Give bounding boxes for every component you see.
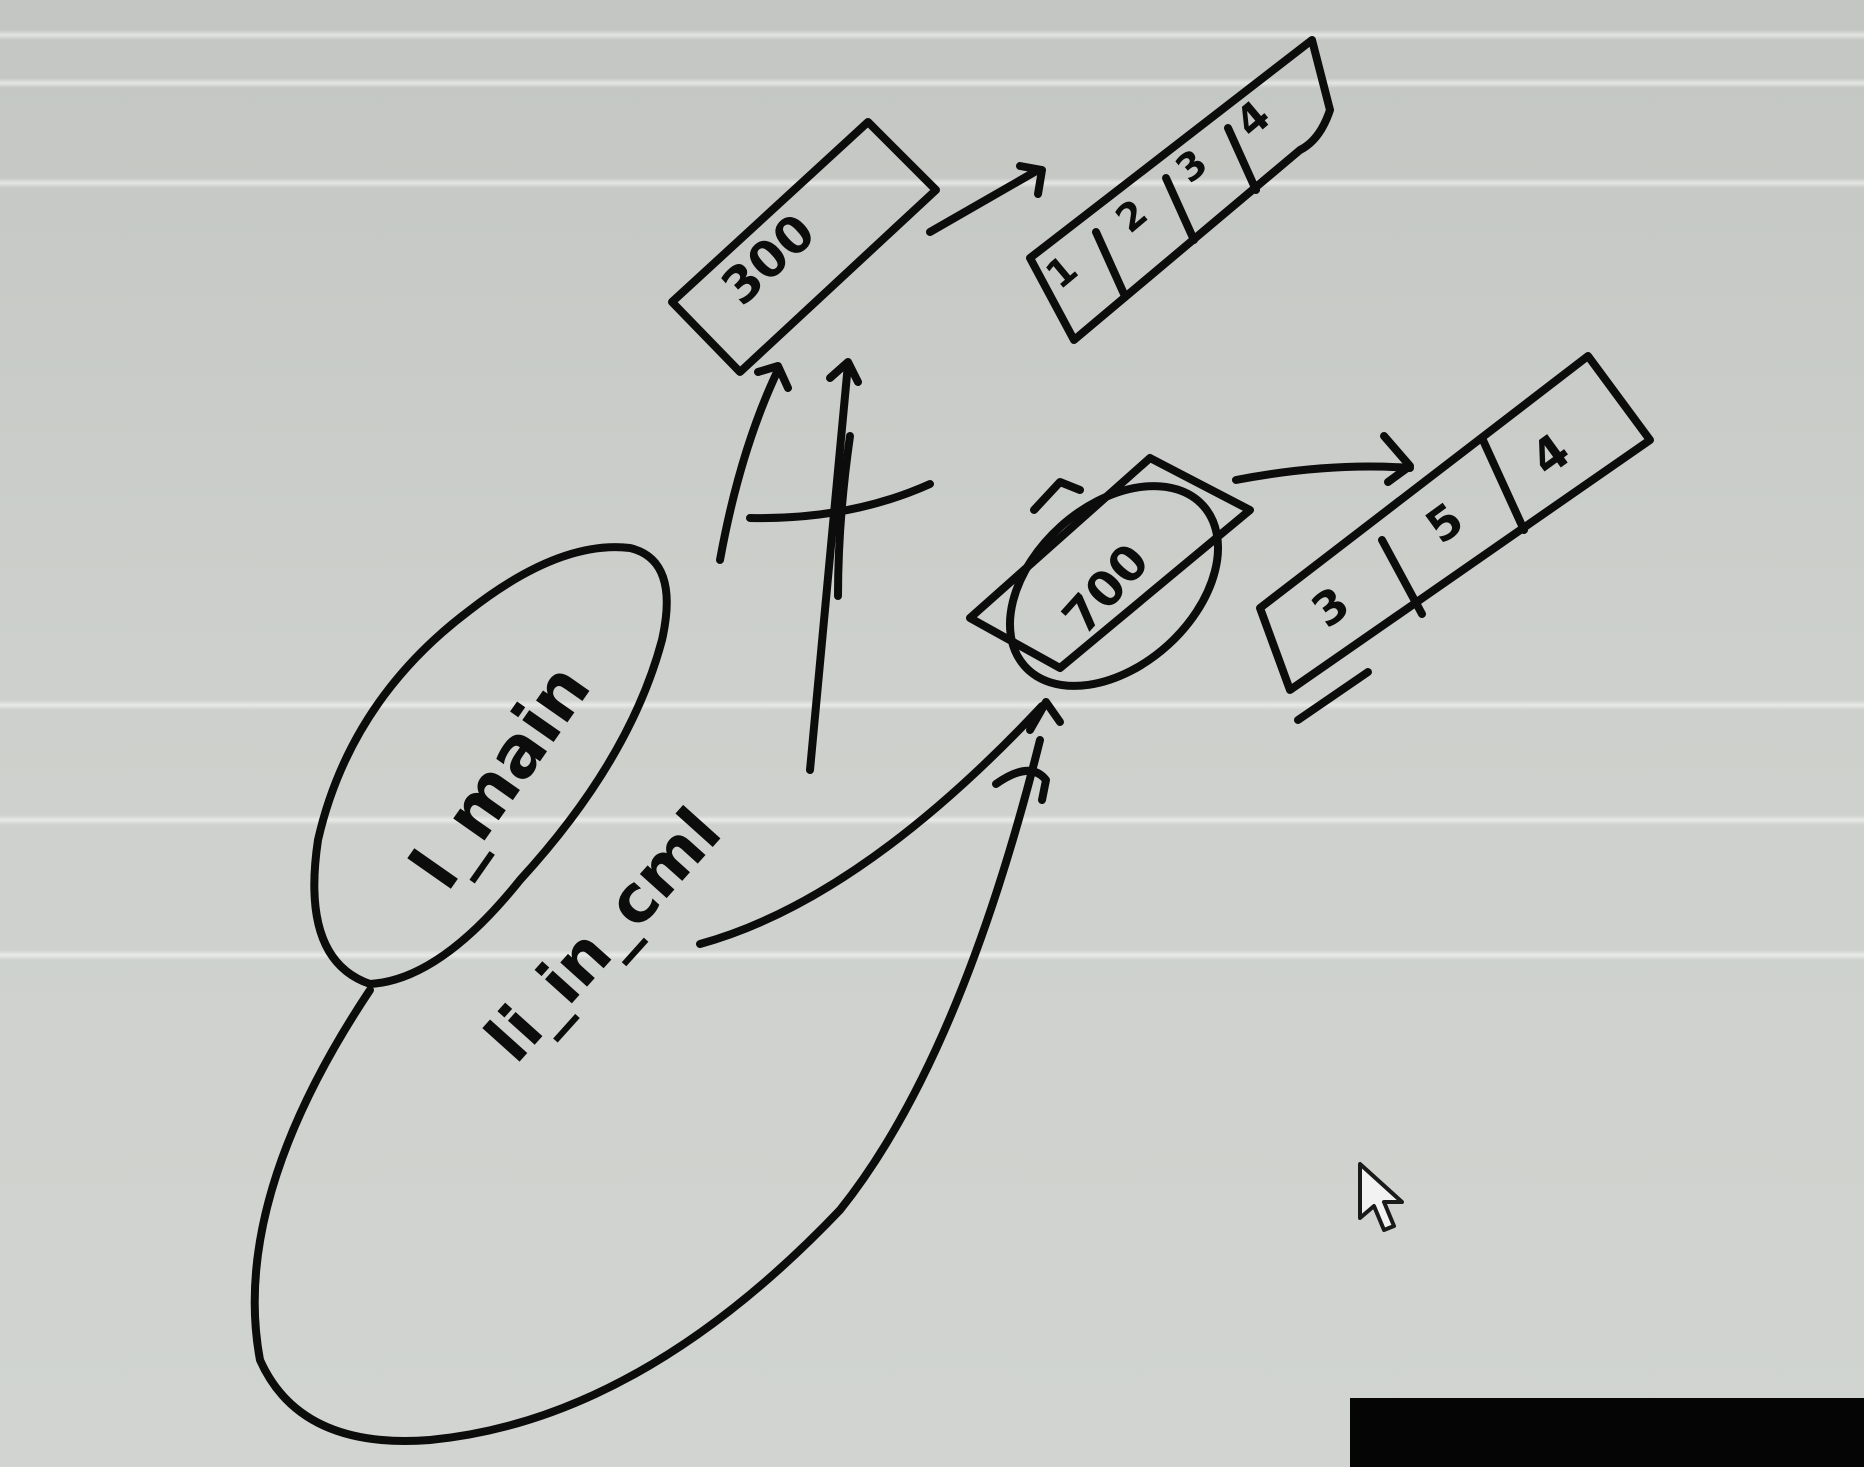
- variable-label-l-main: l_main: [394, 649, 606, 903]
- arrow-head-loop: [992, 767, 1050, 804]
- mouse-cursor-icon: [1358, 1162, 1404, 1232]
- address-box-300: 300: [668, 118, 940, 376]
- list-box-top: 1 2 3 4: [1026, 36, 1334, 344]
- variable-label-li-in-cml: li_in_cml: [470, 793, 736, 1076]
- list-underline: [1294, 668, 1372, 724]
- list-divider: [1092, 228, 1128, 298]
- list-box-bottom: 3 5 4: [1256, 352, 1654, 724]
- arrow-head-li-in-cml: [1026, 698, 1064, 734]
- arrow-head-top: [1016, 162, 1046, 198]
- screen-glare-line: [0, 815, 1864, 825]
- screen-glare-line: [0, 950, 1864, 960]
- arrow-head-old: [754, 362, 792, 392]
- address-label-700: 700: [1052, 533, 1161, 645]
- arrow-head-old: [826, 358, 862, 386]
- pointer-arrow-bottom: [1232, 462, 1414, 484]
- list-divider: [1478, 434, 1528, 534]
- cross-out-stroke: [834, 432, 854, 600]
- list-cell-5: 5: [1416, 492, 1474, 555]
- address-box-700: 700: [966, 454, 1254, 690]
- arrow-head-bottom: [1380, 432, 1414, 486]
- highlight-circle-700: [1005, 482, 1223, 690]
- screen-bezel: [1350, 1398, 1864, 1467]
- old-pointer-line: [806, 360, 852, 774]
- list-divider: [1162, 174, 1198, 244]
- arrow-head-700: [1030, 478, 1084, 514]
- list-divider: [1224, 124, 1260, 194]
- screen-glare-line: [0, 700, 1864, 710]
- screen-glare-line: [0, 78, 1864, 88]
- address-label-300: 300: [710, 203, 826, 317]
- pointer-loop-l-main: [250, 736, 1044, 1445]
- list-cell-3: 3: [1302, 576, 1360, 639]
- list-cell-4: 4: [1521, 423, 1581, 488]
- screen-glare-line: [0, 30, 1864, 40]
- list-divider: [1378, 536, 1426, 618]
- pointer-arrow-li-in-cml: [696, 702, 1046, 948]
- old-pointer-line: [716, 366, 782, 564]
- pointer-arrow-top: [926, 166, 1042, 236]
- list-cell-2: 2: [1107, 191, 1156, 242]
